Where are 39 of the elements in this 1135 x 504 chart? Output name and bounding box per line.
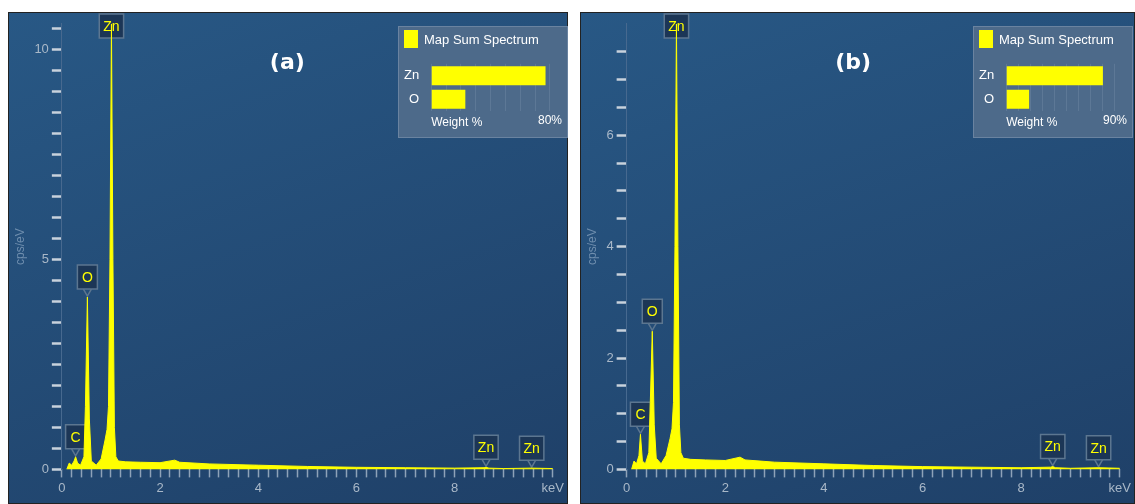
annotation: C (635, 406, 646, 423)
x-tick-label: keV (1108, 479, 1132, 495)
y-tick-label: 4 (606, 238, 614, 254)
x-tick-label: 8 (450, 479, 459, 495)
x-tick-label: keV (541, 479, 565, 495)
x-axis-title: Weight % (431, 115, 483, 130)
annotation: Zn (523, 440, 540, 456)
x-tick-label: 0 (58, 479, 66, 495)
annotation: C (70, 428, 81, 445)
annotation: Zn (668, 17, 685, 34)
y-tick-label: 10 (34, 40, 49, 56)
text: (b) (835, 48, 872, 74)
text: (a) (269, 48, 305, 74)
legend-label: Map Sum Spectrum (999, 31, 1114, 47)
legend-label: Map Sum Spectrum (424, 31, 539, 47)
x-tick-label: 8 (1017, 479, 1025, 495)
annotation: Zn (103, 17, 120, 34)
x-tick-label: 2 (721, 479, 729, 495)
y-tick-label: 0 (606, 460, 614, 476)
y-axis-title: cps/eV (12, 228, 27, 265)
annotation: Zn (477, 439, 495, 456)
annotation: O (81, 268, 93, 285)
x-tick-label: 0 (623, 479, 631, 495)
annotation: O (646, 303, 658, 320)
y-tick-label: 6 (606, 126, 614, 142)
x-tick-label: 90% (1102, 112, 1128, 127)
x-tick-label: 4 (820, 479, 828, 495)
y-tick-label: 2 (606, 349, 614, 365)
annotation: Zn (1044, 438, 1061, 455)
x-tick-label: 4 (254, 479, 262, 495)
y-axis-title: cps/eV (584, 228, 599, 265)
x-tick-label: 6 (918, 479, 927, 495)
annotation: Zn (1090, 439, 1107, 456)
x-tick-label: 2 (156, 479, 164, 495)
x-tick-label: 80% (537, 112, 563, 127)
y-tick-label: 0 (41, 460, 49, 476)
y-tick-label: 5 (41, 250, 49, 266)
x-tick-label: 6 (352, 479, 361, 495)
x-axis-title: Weight % (1006, 115, 1058, 130)
